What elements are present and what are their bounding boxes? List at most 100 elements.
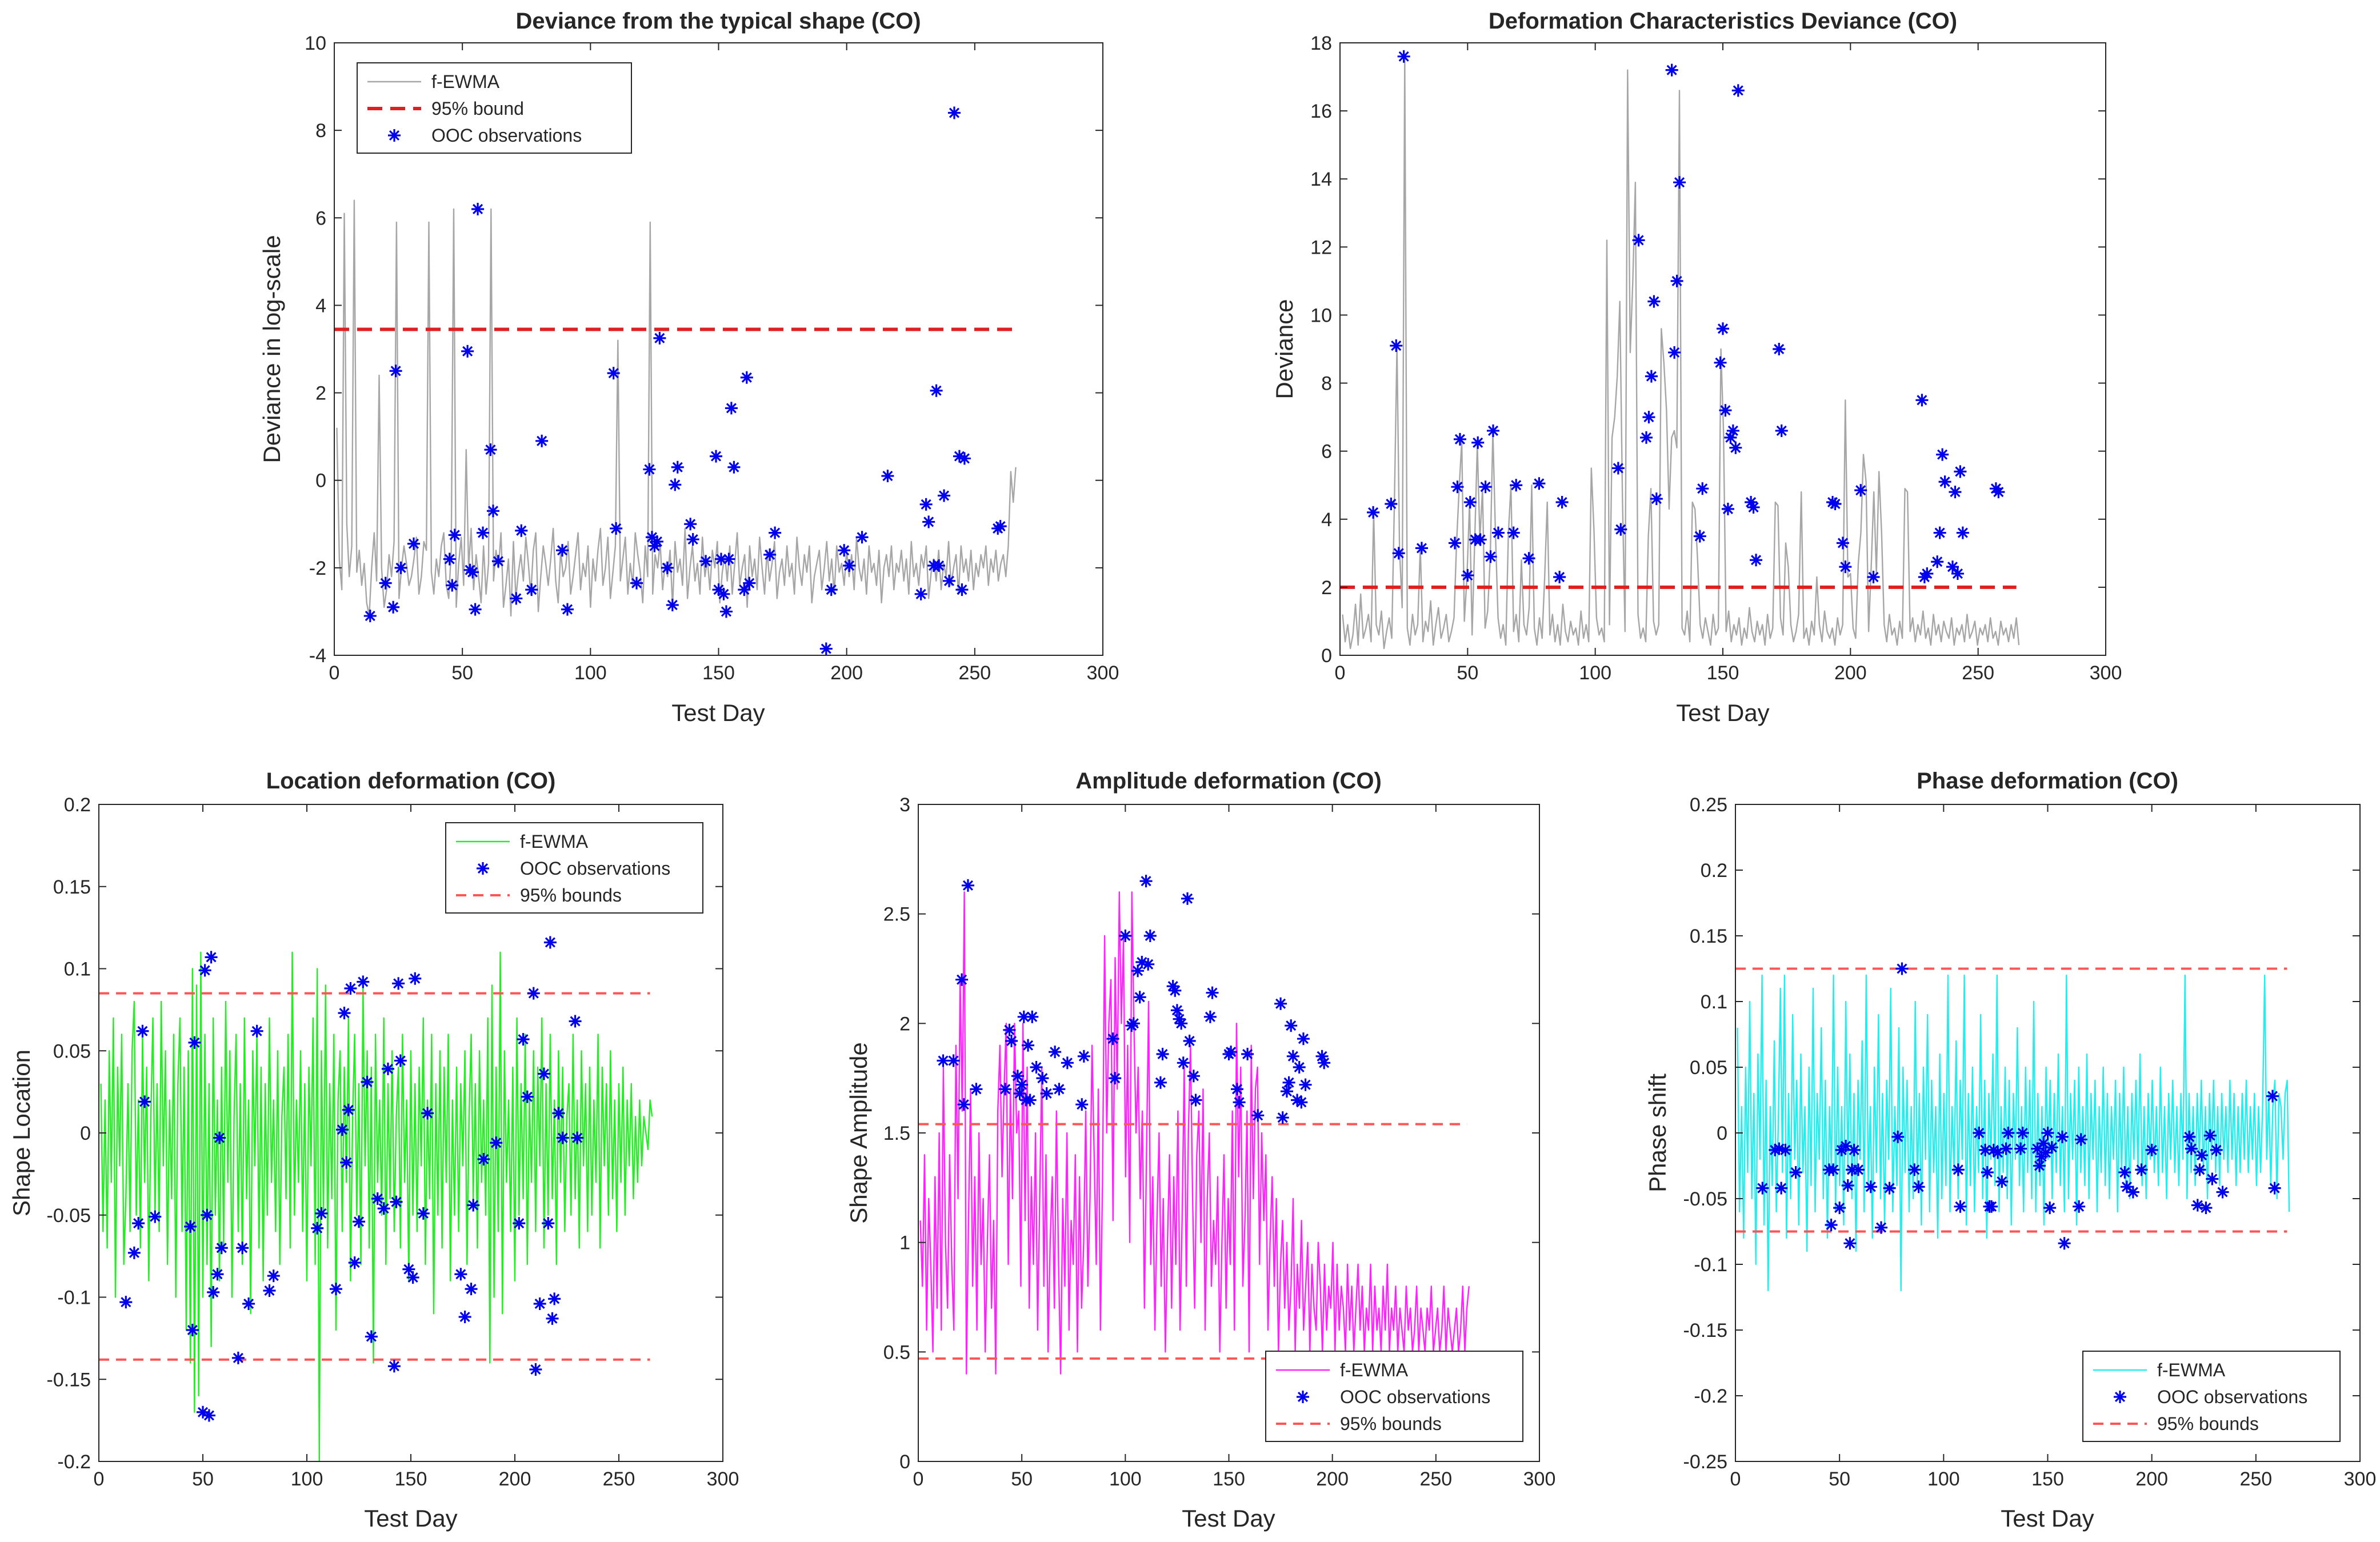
ooc-marker [211, 1268, 224, 1281]
y-tick-label: 0.25 [1690, 794, 1727, 816]
ooc-marker [446, 579, 459, 592]
ooc-marker [1461, 569, 1474, 582]
ooc-marker [127, 1246, 141, 1259]
ooc-marker [743, 576, 756, 590]
ooc-marker [1665, 63, 1678, 77]
ooc-marker [561, 603, 574, 616]
legend-label: 95% bounds [2157, 1413, 2259, 1434]
legend-marker-swatch [1297, 1391, 1309, 1403]
ooc-marker [1864, 1180, 1877, 1193]
ooc-marker [1750, 554, 1763, 567]
ooc-marker [1954, 1200, 1967, 1213]
y-tick-label: 12 [1310, 237, 1332, 258]
y-tick-label: -0.2 [1694, 1385, 1727, 1407]
x-tick-label: 250 [958, 662, 991, 684]
ooc-marker [1789, 1166, 1802, 1179]
x-axis-label: Test Day [364, 1505, 457, 1532]
ooc-marker [1670, 274, 1683, 287]
ooc-marker [2191, 1199, 2204, 1212]
legend-label: 95% bounds [520, 885, 622, 906]
ooc-marker [1451, 480, 1464, 494]
ooc-marker [1949, 486, 1962, 499]
x-tick-label: 0 [1335, 662, 1346, 684]
ooc-marker [2118, 1166, 2131, 1179]
ooc-marker [1908, 1163, 1921, 1176]
legend-label: OOC observations [431, 125, 582, 146]
legend-entry-ooc: OOC observations [2114, 1387, 2307, 1407]
ooc-marker [1061, 1056, 1074, 1070]
ooc-marker [207, 1285, 220, 1299]
y-tick-label: -2 [309, 558, 326, 579]
ooc-marker [377, 1202, 390, 1215]
chart-phase-deformation: 0 50 100 150 200 250 300 -0.25 -0.2 -0.15 -0.1 -0.0… [1644, 768, 2376, 1532]
ooc-marker [1471, 436, 1485, 449]
ooc-marker [379, 576, 392, 590]
y-axis-label: Deviance [1271, 299, 1298, 399]
ooc-marker [1390, 339, 1403, 353]
legend-entry-ooc: OOC observations [477, 858, 670, 879]
ooc-marker [717, 587, 730, 600]
legend-entry-bounds: 95% bounds [1276, 1413, 1442, 1434]
ooc-marker [1895, 962, 1909, 975]
ooc-marker [1995, 1175, 2009, 1188]
y-tick-label: 0.1 [1701, 991, 1727, 1013]
ooc-marker [1276, 1111, 1289, 1124]
ooc-marker [1729, 441, 1742, 454]
series-layer [1340, 50, 2020, 650]
chart-deviance-typical-shape: 0 50 100 150 200 250 300 -4 -2 0 2 4 6 8 10 Deviance f… [258, 9, 1119, 726]
legend-label: f-EWMA [1340, 1360, 1409, 1380]
legend-marker-swatch [388, 129, 401, 142]
ooc-marker [1825, 1219, 1838, 1231]
ooc-marker [1203, 1010, 1217, 1023]
x-tick-label: 300 [2344, 1468, 2377, 1490]
ooc-marker [477, 1153, 490, 1165]
x-tick-label: 0 [329, 662, 340, 684]
y-tick-label: 2.5 [883, 904, 910, 926]
legend-entry-f-ewma: f-EWMA [367, 71, 500, 92]
ooc-marker [231, 1351, 245, 1364]
legend-marker-sample [1297, 1391, 1309, 1403]
y-tick-label: 1.5 [883, 1123, 910, 1144]
legend-entry-ooc: OOC observations [388, 125, 582, 146]
ooc-marker [1049, 1046, 1062, 1059]
ooc-marker [1142, 958, 1155, 971]
ooc-marker [571, 1131, 584, 1144]
ooc-marker [1295, 1096, 1308, 1109]
ooc-marker [1463, 496, 1477, 508]
ooc-marker [1827, 1163, 1840, 1176]
ticks-layer: 0 50 100 150 200 250 300 -0.25 -0.2 -0.15 -0.1 -0.0… [1683, 794, 2377, 1490]
ooc-marker [2058, 1237, 2071, 1250]
legend: f-EWMA OOC observations 95% bounds [1265, 1351, 1523, 1442]
legend-entry-f-ewma: f-EWMA [1276, 1360, 1409, 1380]
y-tick-label: 2 [315, 383, 326, 404]
ooc-marker [1233, 1096, 1246, 1109]
ooc-marker [525, 583, 538, 596]
legend-marker-swatch [2114, 1391, 2126, 1403]
ooc-marker [1891, 1130, 1905, 1143]
ooc-marker [389, 365, 402, 378]
ooc-marker [1183, 1035, 1196, 1047]
ooc-marker [537, 1067, 550, 1080]
ooc-marker [311, 1221, 324, 1235]
ooc-marker [202, 1409, 215, 1422]
ooc-marker [467, 1199, 480, 1212]
ooc-marker [484, 443, 497, 456]
ooc-marker [2041, 1127, 2054, 1139]
ooc-marker [471, 202, 485, 215]
chart-title: Phase deformation (CO) [1917, 768, 2178, 794]
ooc-marker [1005, 1035, 1018, 1047]
ooc-marker [2037, 1137, 2050, 1150]
legend-marker-sample [477, 862, 489, 875]
x-tick-label: 200 [2135, 1468, 2168, 1490]
ooc-marker [1841, 1179, 1854, 1192]
ooc-marker [1318, 1056, 1331, 1070]
ooc-marker [1449, 536, 1461, 550]
ooc-marker [1510, 479, 1523, 492]
ooc-marker [1017, 1010, 1030, 1023]
y-tick-label: 0 [80, 1123, 91, 1144]
ooc-marker [738, 583, 751, 596]
x-tick-label: 200 [499, 1468, 531, 1490]
x-tick-label: 200 [830, 662, 863, 684]
y-tick-label: -0.15 [1683, 1320, 1728, 1341]
f-ewma-line [919, 891, 1470, 1375]
